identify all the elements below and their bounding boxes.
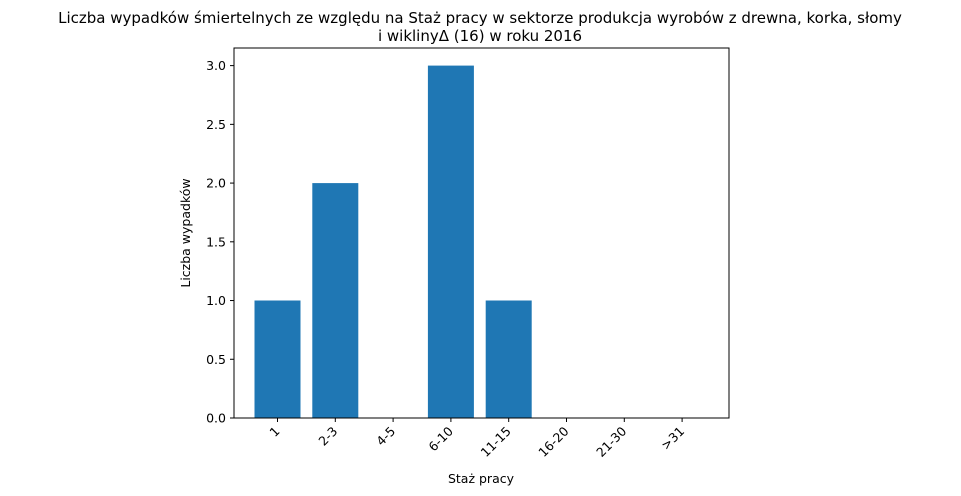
x-tick-label: 1	[266, 424, 282, 440]
chart-title-line1: Liczba wypadków śmiertelnych ze względu …	[58, 9, 902, 27]
bar-11-15	[485, 300, 532, 418]
y-tick-label: 2.5	[206, 117, 226, 132]
x-axis-label: Staż pracy	[448, 471, 515, 486]
x-tick-label: 16-20	[535, 423, 571, 459]
bar-6-10	[427, 65, 474, 418]
chart-title-line2: i wiklinyΔ (16) w roku 2016	[378, 27, 582, 45]
x-tick-label: 21-30	[593, 423, 629, 459]
x-axis-ticks: 1 2-3 4-5 6-10 11-15 16-20 21-30 >31	[266, 418, 687, 460]
y-tick-label: 0.0	[206, 411, 226, 426]
bar-1	[254, 300, 301, 418]
y-tick-label: 0.5	[206, 352, 226, 367]
bar-group	[254, 65, 532, 418]
bar-2-3	[312, 183, 359, 418]
y-axis-label: Liczba wypadków	[178, 178, 193, 287]
x-tick-label: 4-5	[373, 424, 398, 449]
y-tick-label: 1.5	[206, 234, 226, 249]
x-tick-label: >31	[658, 424, 687, 453]
y-tick-label: 2.0	[206, 176, 226, 191]
x-tick-label: 11-15	[478, 424, 514, 460]
x-tick-label: 2-3	[315, 424, 340, 449]
x-tick-label: 6-10	[425, 423, 456, 454]
y-axis-ticks: 0.0 0.5 1.0 1.5 2.0 2.5 3.0	[206, 58, 234, 426]
y-tick-label: 1.0	[206, 293, 226, 308]
y-tick-label: 3.0	[206, 58, 226, 73]
plot-frame	[233, 47, 730, 419]
